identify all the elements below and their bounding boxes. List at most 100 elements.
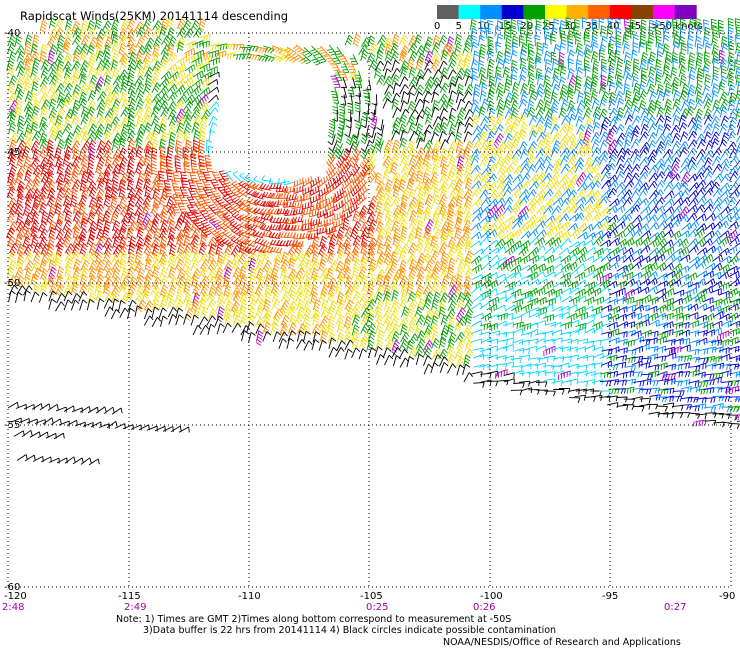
wind-barb: [632, 58, 640, 70]
wind-barb: [552, 281, 564, 288]
wind-barb: [728, 41, 735, 53]
wind-barb: [502, 321, 515, 328]
wind-barb: [552, 158, 563, 169]
wind-barb: [535, 57, 542, 69]
wind-barb: [552, 67, 560, 80]
wind-barb: [638, 59, 647, 71]
wind-barb: [566, 89, 575, 101]
wind-barb: [470, 240, 482, 248]
wind-barb: [48, 28, 58, 39]
wind-barb: [703, 305, 715, 313]
lon-label: -115: [118, 591, 141, 602]
wind-barb: [525, 33, 532, 46]
wind-barb: [277, 231, 290, 239]
wind-barb: [102, 237, 113, 250]
wind-barb: [640, 107, 650, 119]
wind-barb: [558, 76, 567, 88]
wind-barb: [382, 284, 392, 298]
wind-barb: [406, 58, 415, 72]
wind-barb: [688, 405, 700, 412]
wind-barb: [503, 140, 513, 151]
wind-barb: [222, 229, 235, 240]
wind-barb: [424, 36, 433, 48]
wind-barb: [648, 26, 655, 38]
wind-barb: [480, 180, 491, 191]
wind-barb: [406, 203, 416, 214]
wind-barb: [583, 130, 592, 146]
wind-barb: [432, 187, 440, 199]
wind-barb: [13, 430, 25, 437]
wind-barb: [719, 98, 730, 110]
wind-barb: [663, 246, 675, 256]
legend-label: 5: [456, 21, 462, 32]
wind-barb: [439, 116, 448, 128]
wind-barb: [38, 228, 49, 241]
wind-barb: [309, 185, 321, 196]
wind-barb: [375, 322, 384, 334]
wind-barb: [40, 282, 48, 294]
wind-barb: [374, 60, 385, 71]
wind-barb: [688, 320, 700, 329]
wind-barb: [383, 195, 393, 206]
wind-barb: [432, 291, 441, 303]
wind-barb: [590, 311, 602, 318]
wind-barb: [248, 274, 257, 286]
wind-barb: [79, 125, 89, 136]
wind-barb: [368, 219, 378, 232]
wind-barb: [262, 200, 275, 208]
wind-barb: [535, 17, 542, 29]
wind-barb: [208, 43, 220, 51]
wind-barb: [217, 186, 230, 198]
wind-barb: [662, 229, 674, 238]
wind-barb: [231, 211, 245, 222]
wind-barb: [718, 247, 730, 256]
wind-barb: [447, 147, 455, 159]
wind-barb: [712, 372, 724, 380]
wind-barb: [414, 346, 424, 357]
wind-barb: [423, 185, 432, 198]
wind-barb: [697, 388, 709, 395]
wind-barb: [727, 406, 740, 413]
wind-barb: [415, 274, 425, 287]
wind-barb: [383, 307, 393, 319]
wind-barb: [159, 266, 169, 278]
wind-barb: [143, 308, 153, 320]
wind-barb: [199, 283, 210, 297]
wind-barb: [463, 324, 473, 336]
wind-barb: [497, 164, 507, 175]
wind-barb: [15, 99, 23, 112]
wind-barb: [406, 274, 415, 286]
wind-barb: [254, 317, 264, 328]
wind-barb: [663, 58, 671, 70]
wind-barb: [64, 251, 74, 262]
wind-barb: [440, 49, 449, 61]
wind-barb: [151, 266, 160, 279]
wind-barb: [470, 165, 481, 175]
wind-barb: [279, 52, 290, 63]
wind-barb: [575, 295, 587, 303]
wind-barb: [662, 312, 674, 321]
wind-barb: [94, 282, 103, 295]
wind-barb: [735, 373, 740, 376]
wind-barb: [365, 79, 372, 91]
wind-barb: [406, 114, 416, 126]
wind-barb: [505, 34, 513, 47]
wind-barb: [342, 236, 352, 250]
wind-barb: [163, 180, 172, 192]
wind-barb: [438, 194, 448, 208]
wind-barb: [126, 203, 134, 216]
wind-barb: [736, 298, 740, 302]
wind-barb: [400, 91, 409, 103]
wind-barb: [202, 186, 213, 198]
wind-barb: [502, 355, 515, 362]
wind-barb: [543, 205, 554, 215]
wind-barb: [375, 284, 385, 295]
wind-barb: [360, 116, 368, 129]
wind-barb: [463, 354, 471, 366]
wind-barb: [655, 26, 662, 39]
wind-barb: [567, 371, 580, 378]
wind-barb: [584, 281, 596, 291]
wind-barb: [647, 99, 657, 111]
wind-barb: [510, 49, 518, 62]
wind-barb: [496, 312, 508, 321]
